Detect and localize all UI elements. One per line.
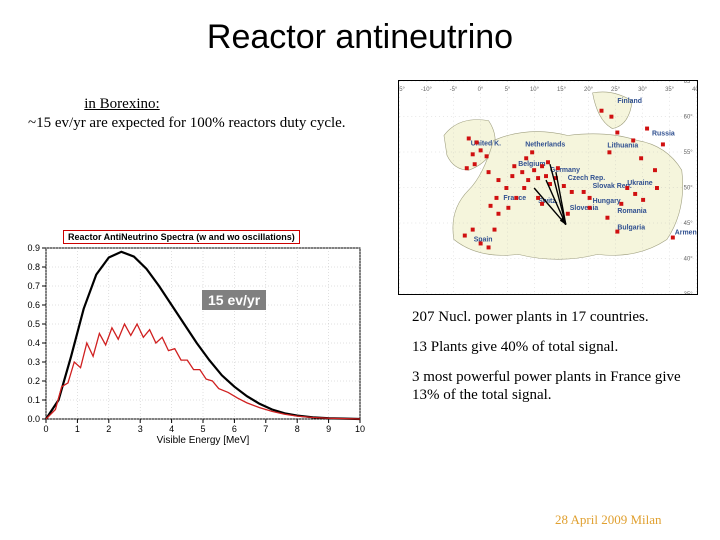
map-svg: -15° -10° -5° 0° 5° 10° 15° 20° 25° 30° 35° 40° 35° 4… (399, 81, 697, 294)
svg-text:Spain: Spain (474, 236, 493, 243)
svg-text:Lithuania: Lithuania (607, 142, 638, 149)
svg-text:Slovenia: Slovenia (570, 205, 599, 212)
svg-text:40°: 40° (692, 87, 697, 93)
svg-text:9: 9 (326, 424, 331, 434)
svg-text:Russia: Russia (652, 130, 675, 137)
svg-text:4: 4 (169, 424, 174, 434)
svg-text:25°: 25° (611, 87, 621, 93)
svg-text:Czech Rep.: Czech Rep. (568, 175, 605, 182)
svg-text:10°: 10° (530, 87, 540, 93)
svg-text:6: 6 (232, 424, 237, 434)
svg-text:0.9: 0.9 (27, 243, 40, 253)
svg-text:40°: 40° (684, 256, 694, 262)
svg-text:65°: 65° (684, 81, 694, 85)
svg-text:35°: 35° (665, 87, 675, 93)
svg-text:Romania: Romania (617, 208, 646, 215)
subtitle-rest: ~15 ev/yr are expected for 100% reactors… (28, 115, 346, 131)
svg-text:35°: 35° (684, 292, 694, 294)
svg-text:0.1: 0.1 (27, 395, 40, 405)
svg-text:0.6: 0.6 (27, 300, 40, 310)
svg-text:20°: 20° (584, 87, 594, 93)
footer-date: 28 April 2009 Milan (555, 512, 662, 528)
svg-text:60°: 60° (684, 114, 694, 120)
svg-text:0: 0 (43, 424, 48, 434)
svg-text:Hungary: Hungary (593, 198, 621, 205)
spectrum-svg: 0 1 2 3 4 5 6 7 8 9 10 0.0 0.1 0.2 0.3 0.4 0.5 0.6 0.7 0.8 0… (8, 240, 368, 445)
subtitle-underlined: in Borexino: (84, 96, 159, 112)
svg-text:5: 5 (200, 424, 205, 434)
bullet-1: 207 Nucl. power plants in 17 countries. (412, 308, 702, 326)
svg-text:Finland: Finland (617, 98, 642, 105)
svg-text:0.3: 0.3 (27, 357, 40, 367)
svg-text:3: 3 (138, 424, 143, 434)
chart-annotation: 15 ev/yr (202, 290, 266, 310)
svg-text:0.7: 0.7 (27, 281, 40, 291)
svg-text:7: 7 (263, 424, 268, 434)
svg-text:45°: 45° (684, 221, 694, 227)
svg-text:30°: 30° (638, 87, 648, 93)
svg-text:Armenia: Armenia (675, 230, 697, 237)
page-title: Reactor antineutrino (0, 0, 720, 57)
svg-text:0.5: 0.5 (27, 319, 40, 329)
svg-text:-5°: -5° (450, 87, 458, 93)
svg-text:5°: 5° (505, 87, 511, 93)
svg-text:0.0: 0.0 (27, 414, 40, 424)
svg-text:0.2: 0.2 (27, 376, 40, 386)
svg-text:Bulgaria: Bulgaria (617, 225, 645, 232)
svg-text:0°: 0° (478, 87, 484, 93)
bullet-list: 207 Nucl. power plants in 17 countries. … (412, 308, 702, 416)
svg-text:50°: 50° (684, 185, 694, 191)
svg-text:-10°: -10° (421, 87, 433, 93)
svg-text:10: 10 (355, 424, 365, 434)
svg-text:1: 1 (75, 424, 80, 434)
svg-text:15°: 15° (557, 87, 567, 93)
spectrum-chart: Reactor AntiNeutrino Spectra (w and wo o… (8, 232, 368, 442)
svg-text:Netherlands: Netherlands (525, 141, 565, 148)
svg-text:-15°: -15° (399, 87, 405, 93)
svg-text:0.8: 0.8 (27, 262, 40, 272)
chart-title: Reactor AntiNeutrino Spectra (w and wo o… (63, 230, 300, 244)
svg-text:8: 8 (295, 424, 300, 434)
svg-text:Visible Energy [MeV]: Visible Energy [MeV] (157, 435, 250, 445)
bullet-3: 3 most powerful power plants in France g… (412, 368, 702, 404)
svg-text:55°: 55° (684, 150, 694, 156)
svg-text:Germany: Germany (550, 167, 580, 174)
svg-text:0.4: 0.4 (27, 338, 40, 348)
subtitle-block: in Borexino: ~15 ev/yr are expected for … (28, 95, 388, 133)
bullet-2: 13 Plants give 40% of total signal. (412, 338, 702, 356)
svg-text:2: 2 (106, 424, 111, 434)
europe-map: -15° -10° -5° 0° 5° 10° 15° 20° 25° 30° 35° 40° 35° 4… (398, 80, 698, 295)
